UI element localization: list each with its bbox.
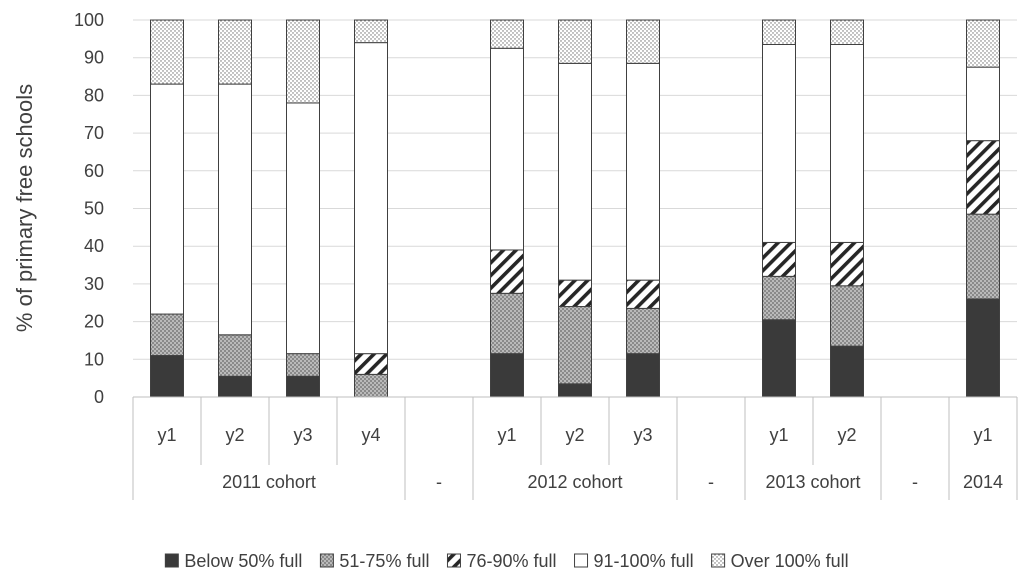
bar-segment-over-100-full (966, 19, 1000, 68)
bar-segment-91-100-full (150, 83, 184, 315)
bar-segment-51-75-full (150, 313, 184, 357)
bar-segment-91-100-full (830, 44, 864, 243)
bar-segment-below-50-full (286, 375, 320, 398)
bar-segment-91-100-full (286, 102, 320, 355)
bars (150, 19, 1000, 398)
x-category-label: y2 (565, 425, 584, 445)
bar-segment-over-100-full (150, 19, 184, 85)
x-category-label: y1 (769, 425, 788, 445)
x-category-label: y3 (633, 425, 652, 445)
bar-segment-51-75-full (286, 353, 320, 377)
bar-segment-76-90-full (762, 241, 796, 277)
bar-segment-76-90-full (830, 241, 864, 287)
bar-segment-51-75-full (626, 307, 660, 355)
x-category-label: y3 (293, 425, 312, 445)
y-axis-ticks: 0 10 20 30 40 50 60 70 80 90 100 (74, 10, 104, 407)
x-group-label: - (708, 472, 714, 492)
x-group-label: 2013 cohort (765, 472, 860, 492)
y-tick-label: 50 (84, 199, 104, 219)
bar-segment-51-75-full (490, 292, 524, 355)
legend-label: 51-75% full (339, 551, 429, 571)
y-tick-label: 80 (84, 85, 104, 105)
legend-label: Below 50% full (184, 551, 302, 571)
y-tick-label: 100 (74, 10, 104, 30)
legend-label: 91-100% full (594, 551, 694, 571)
x-group-label: 2014 (963, 472, 1003, 492)
bar-segment-below-50-full (558, 383, 592, 398)
bar-segment-over-100-full (354, 19, 388, 44)
x-group-label: - (912, 472, 918, 492)
bar-segment-91-100-full (966, 66, 1000, 142)
bar-segment-over-100-full (558, 19, 592, 64)
bar-segment-below-50-full (830, 345, 864, 398)
bar-segment-76-90-full (354, 353, 388, 375)
legend: Below 50% full 51-75% full 76-90% full 91-1… (164, 551, 849, 571)
bar-segment-below-50-full (966, 298, 1000, 398)
bar-segment-91-100-full (354, 42, 388, 355)
bar-segment-below-50-full (490, 353, 524, 398)
bar-segment-51-75-full (966, 213, 1000, 300)
bar-segment-91-100-full (490, 47, 524, 251)
bar-segment-below-50-full (218, 375, 252, 398)
legend-swatch-over-100-full (711, 553, 726, 568)
bar-segment-51-75-full (830, 285, 864, 347)
x-group-label: 2012 cohort (527, 472, 622, 492)
bar-segment-below-50-full (762, 319, 796, 398)
bar-segment-over-100-full (830, 19, 864, 45)
y-tick-label: 40 (84, 236, 104, 256)
x-category-label: y2 (837, 425, 856, 445)
x-category-label: y1 (157, 425, 176, 445)
bar-segment-76-90-full (558, 279, 592, 308)
bar-segment-91-100-full (762, 44, 796, 243)
legend-swatch-76-90-full (446, 553, 461, 568)
bar-segment-91-100-full (558, 62, 592, 281)
x-category-label: y1 (497, 425, 516, 445)
bar-segment-below-50-full (150, 355, 184, 398)
y-tick-label: 90 (84, 48, 104, 68)
bar-segment-91-100-full (626, 62, 660, 281)
y-tick-label: 10 (84, 349, 104, 369)
y-axis-title: % of primary free schools (12, 84, 37, 332)
bar-segment-over-100-full (490, 19, 524, 49)
bar-segment-below-50-full (626, 353, 660, 398)
bar-segment-91-100-full (218, 83, 252, 336)
legend-swatch-below-50-full (164, 553, 179, 568)
bar-segment-51-75-full (558, 306, 592, 385)
x-group-label: 2011 cohort (222, 472, 316, 492)
bar-segment-over-100-full (626, 19, 660, 64)
x-axis: y1 y2 y3 y4 y1 y2 y3 y1 y2 y1 2011 cohort - 2012 coh… (132, 396, 1018, 500)
bar-segment-over-100-full (218, 19, 252, 85)
legend-label: 76-90% full (466, 551, 556, 571)
legend-swatch-51-75-full (319, 553, 334, 568)
y-tick-label: 30 (84, 274, 104, 294)
y-tick-label: 60 (84, 161, 104, 181)
y-tick-label: 70 (84, 123, 104, 143)
bar-segment-over-100-full (286, 19, 320, 104)
bar-segment-76-90-full (490, 249, 524, 294)
y-tick-label: 0 (94, 387, 104, 407)
bar-segment-51-75-full (218, 334, 252, 377)
bar-segment-76-90-full (626, 279, 660, 309)
x-category-label: y1 (973, 425, 992, 445)
bar-segment-over-100-full (762, 19, 796, 45)
bar-segment-51-75-full (354, 373, 388, 398)
legend-swatch-91-100-full (574, 553, 589, 568)
bar-segment-51-75-full (762, 275, 796, 321)
x-category-label: y4 (361, 425, 380, 445)
bar-segment-76-90-full (966, 140, 1000, 215)
y-tick-label: 20 (84, 312, 104, 332)
legend-label: Over 100% full (731, 551, 849, 571)
x-group-label: - (436, 472, 442, 492)
x-category-label: y2 (225, 425, 244, 445)
